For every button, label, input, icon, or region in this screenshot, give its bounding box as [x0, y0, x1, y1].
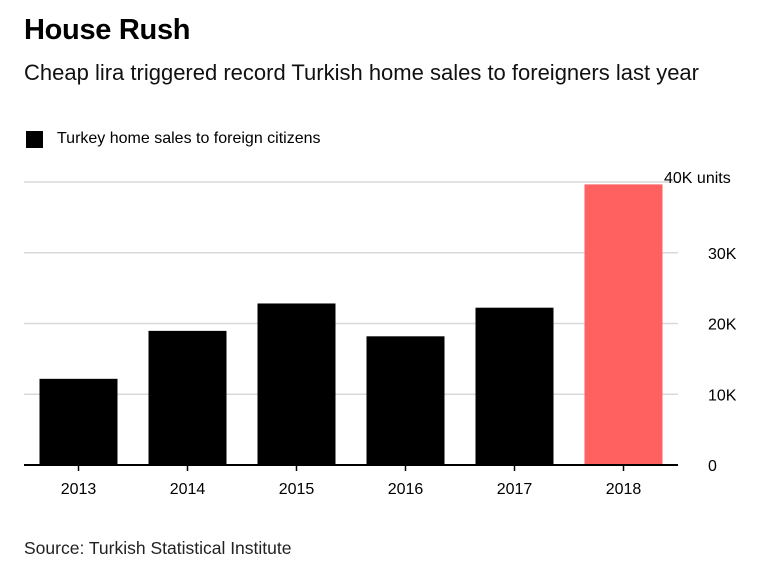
x-tick-label: 2017 — [497, 481, 533, 498]
bar-highlight — [584, 184, 663, 465]
x-tick-label: 2015 — [279, 481, 315, 498]
bar — [257, 303, 336, 465]
bar — [366, 336, 445, 465]
y-tick-label: 40K units — [664, 170, 731, 187]
chart-title: House Rush — [24, 14, 191, 46]
bar — [475, 307, 554, 465]
axes: 0 10K 20K 30K 40K units 2013 2014 2015 2016 2017 2… — [24, 170, 737, 498]
bars — [39, 184, 663, 465]
x-tick-label: 2013 — [61, 481, 97, 498]
bar — [148, 330, 227, 465]
y-tick-label: 20K — [708, 317, 737, 334]
x-tick-label: 2016 — [388, 481, 424, 498]
legend-swatch — [26, 130, 43, 148]
gridlines — [24, 181, 678, 395]
x-tick-label: 2018 — [606, 481, 642, 498]
y-tick-label: 0 — [708, 458, 717, 475]
y-tick-label: 10K — [708, 387, 737, 404]
legend-label: Turkey home sales to foreign citizens — [57, 130, 321, 147]
legend: Turkey home sales to foreign citizens — [26, 130, 321, 148]
bar — [39, 378, 118, 465]
y-tick-label: 30K — [708, 246, 737, 263]
chart-subtitle: Cheap lira triggered record Turkish home… — [24, 60, 699, 85]
source-note: Source: Turkish Statistical Institute — [24, 538, 292, 558]
x-tick-label: 2014 — [170, 481, 206, 498]
